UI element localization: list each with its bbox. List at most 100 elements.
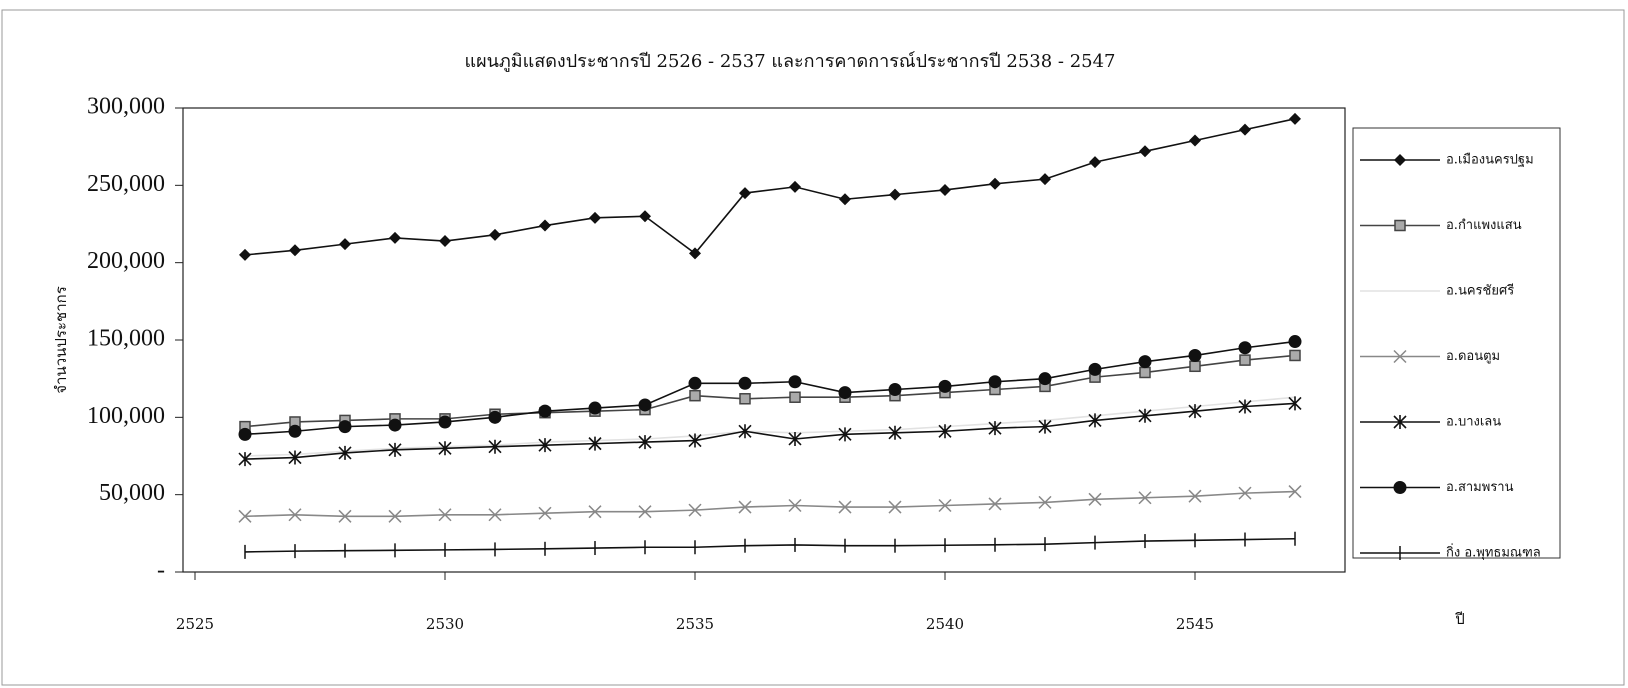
data-point: [1189, 360, 1201, 373]
data-point: [838, 386, 852, 400]
data-point: [289, 244, 301, 257]
x-tick-label: 2535: [676, 615, 714, 633]
data-point: [538, 438, 552, 453]
data-point: [689, 389, 701, 402]
data-point: [1288, 485, 1302, 499]
data-point: [988, 421, 1002, 436]
data-point: [338, 420, 352, 434]
series-line: [244, 402, 1296, 460]
data-point: [1139, 145, 1151, 158]
data-point: [988, 497, 1002, 511]
data-point: [939, 183, 951, 196]
data-point: [938, 379, 952, 393]
data-point: [1288, 335, 1302, 349]
data-point: [1238, 486, 1252, 500]
data-point: [938, 498, 952, 513]
data-point: [1188, 348, 1202, 362]
data-point: [638, 435, 652, 450]
data-point: [738, 376, 752, 390]
data-point: [1188, 404, 1202, 419]
data-point: [1139, 366, 1151, 379]
data-point: [739, 187, 751, 200]
data-point: [1088, 413, 1102, 428]
data-point: [1088, 362, 1102, 376]
data-point: [788, 431, 802, 446]
plot-area: [182, 107, 1346, 573]
legend-marker: [1393, 481, 1407, 494]
series-line: [244, 396, 1296, 457]
legend-marker: [1394, 154, 1406, 166]
data-point: [738, 424, 752, 439]
data-point: [538, 506, 552, 520]
data-point: [788, 498, 802, 513]
data-point: [488, 439, 502, 454]
legend-label: อ.นครชัยศรี: [1446, 283, 1514, 299]
data-point: [688, 376, 702, 390]
data-point: [888, 500, 902, 514]
data-point: [688, 503, 702, 517]
data-point: [438, 508, 452, 522]
data-point: [1189, 134, 1201, 147]
y-tick-label: 150,000: [87, 326, 165, 352]
legend-label: อ.ดอนตูม: [1446, 349, 1500, 364]
legend-label: อ.บางเลน: [1446, 415, 1501, 430]
data-point: [1289, 349, 1301, 362]
data-point: [1138, 491, 1152, 505]
legend-box: [1352, 127, 1561, 559]
data-point: [689, 247, 701, 260]
data-point: [838, 427, 852, 442]
data-point: [1238, 399, 1252, 414]
data-point: [388, 418, 402, 432]
data-point: [688, 433, 702, 448]
data-point: [638, 398, 652, 412]
y-axis-label: จำนวนประชากร: [52, 286, 70, 394]
data-point: [1239, 123, 1251, 136]
data-point: [338, 509, 352, 523]
data-point: [638, 505, 652, 519]
data-point: [1039, 173, 1051, 186]
data-point: [588, 436, 602, 451]
legend-label: อ.กำแพงแสน: [1446, 218, 1522, 233]
data-point: [238, 427, 252, 441]
legend-marker: [1393, 349, 1407, 364]
data-point: [989, 177, 1001, 190]
series-line: [244, 490, 1296, 518]
data-point: [288, 450, 302, 465]
data-point: [238, 509, 252, 523]
data-point: [539, 219, 551, 232]
data-point: [288, 508, 302, 522]
data-point: [1038, 419, 1052, 434]
data-point: [1038, 495, 1052, 509]
data-point: [739, 393, 751, 405]
data-point: [438, 441, 452, 456]
legend-label: อ.สามพราน: [1446, 480, 1514, 495]
series-line: [244, 354, 1296, 428]
y-tick-label: -: [157, 558, 165, 584]
data-point: [1238, 341, 1252, 355]
x-tick-label: 2530: [426, 615, 464, 633]
data-point: [789, 391, 801, 403]
y-tick-label: 100,000: [87, 403, 165, 429]
x-tick-label: 2540: [926, 615, 964, 633]
data-point: [439, 235, 451, 248]
data-point: [489, 228, 501, 241]
data-point: [788, 375, 802, 389]
frame: [1, 9, 1625, 686]
data-point: [1088, 492, 1102, 506]
data-point: [889, 188, 901, 201]
data-point: [438, 415, 452, 429]
data-point: [339, 238, 351, 251]
data-point: [1138, 355, 1152, 369]
series-line: [244, 340, 1296, 436]
data-point: [488, 410, 502, 424]
data-point: [1288, 396, 1302, 411]
x-tick-label: 2545: [1176, 615, 1214, 633]
x-tick-label: 2525: [176, 615, 214, 633]
data-point: [389, 231, 401, 244]
data-point: [1138, 408, 1152, 423]
data-point: [288, 424, 302, 438]
data-point: [488, 508, 502, 522]
data-point: [238, 452, 252, 467]
data-point: [538, 404, 552, 418]
